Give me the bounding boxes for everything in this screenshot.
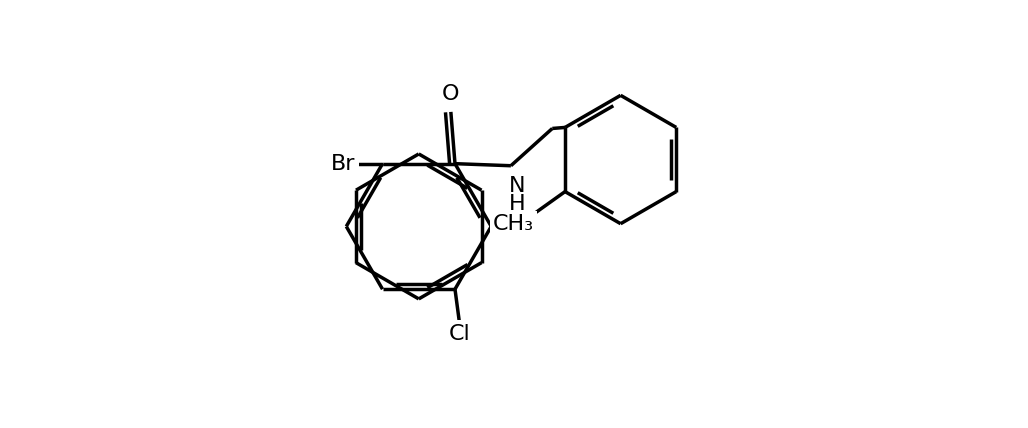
Text: CH₃: CH₃ [492,214,534,235]
Text: Cl: Cl [448,324,470,344]
Text: Br: Br [331,154,356,174]
Text: N
H: N H [509,176,525,214]
Text: O: O [442,84,460,104]
